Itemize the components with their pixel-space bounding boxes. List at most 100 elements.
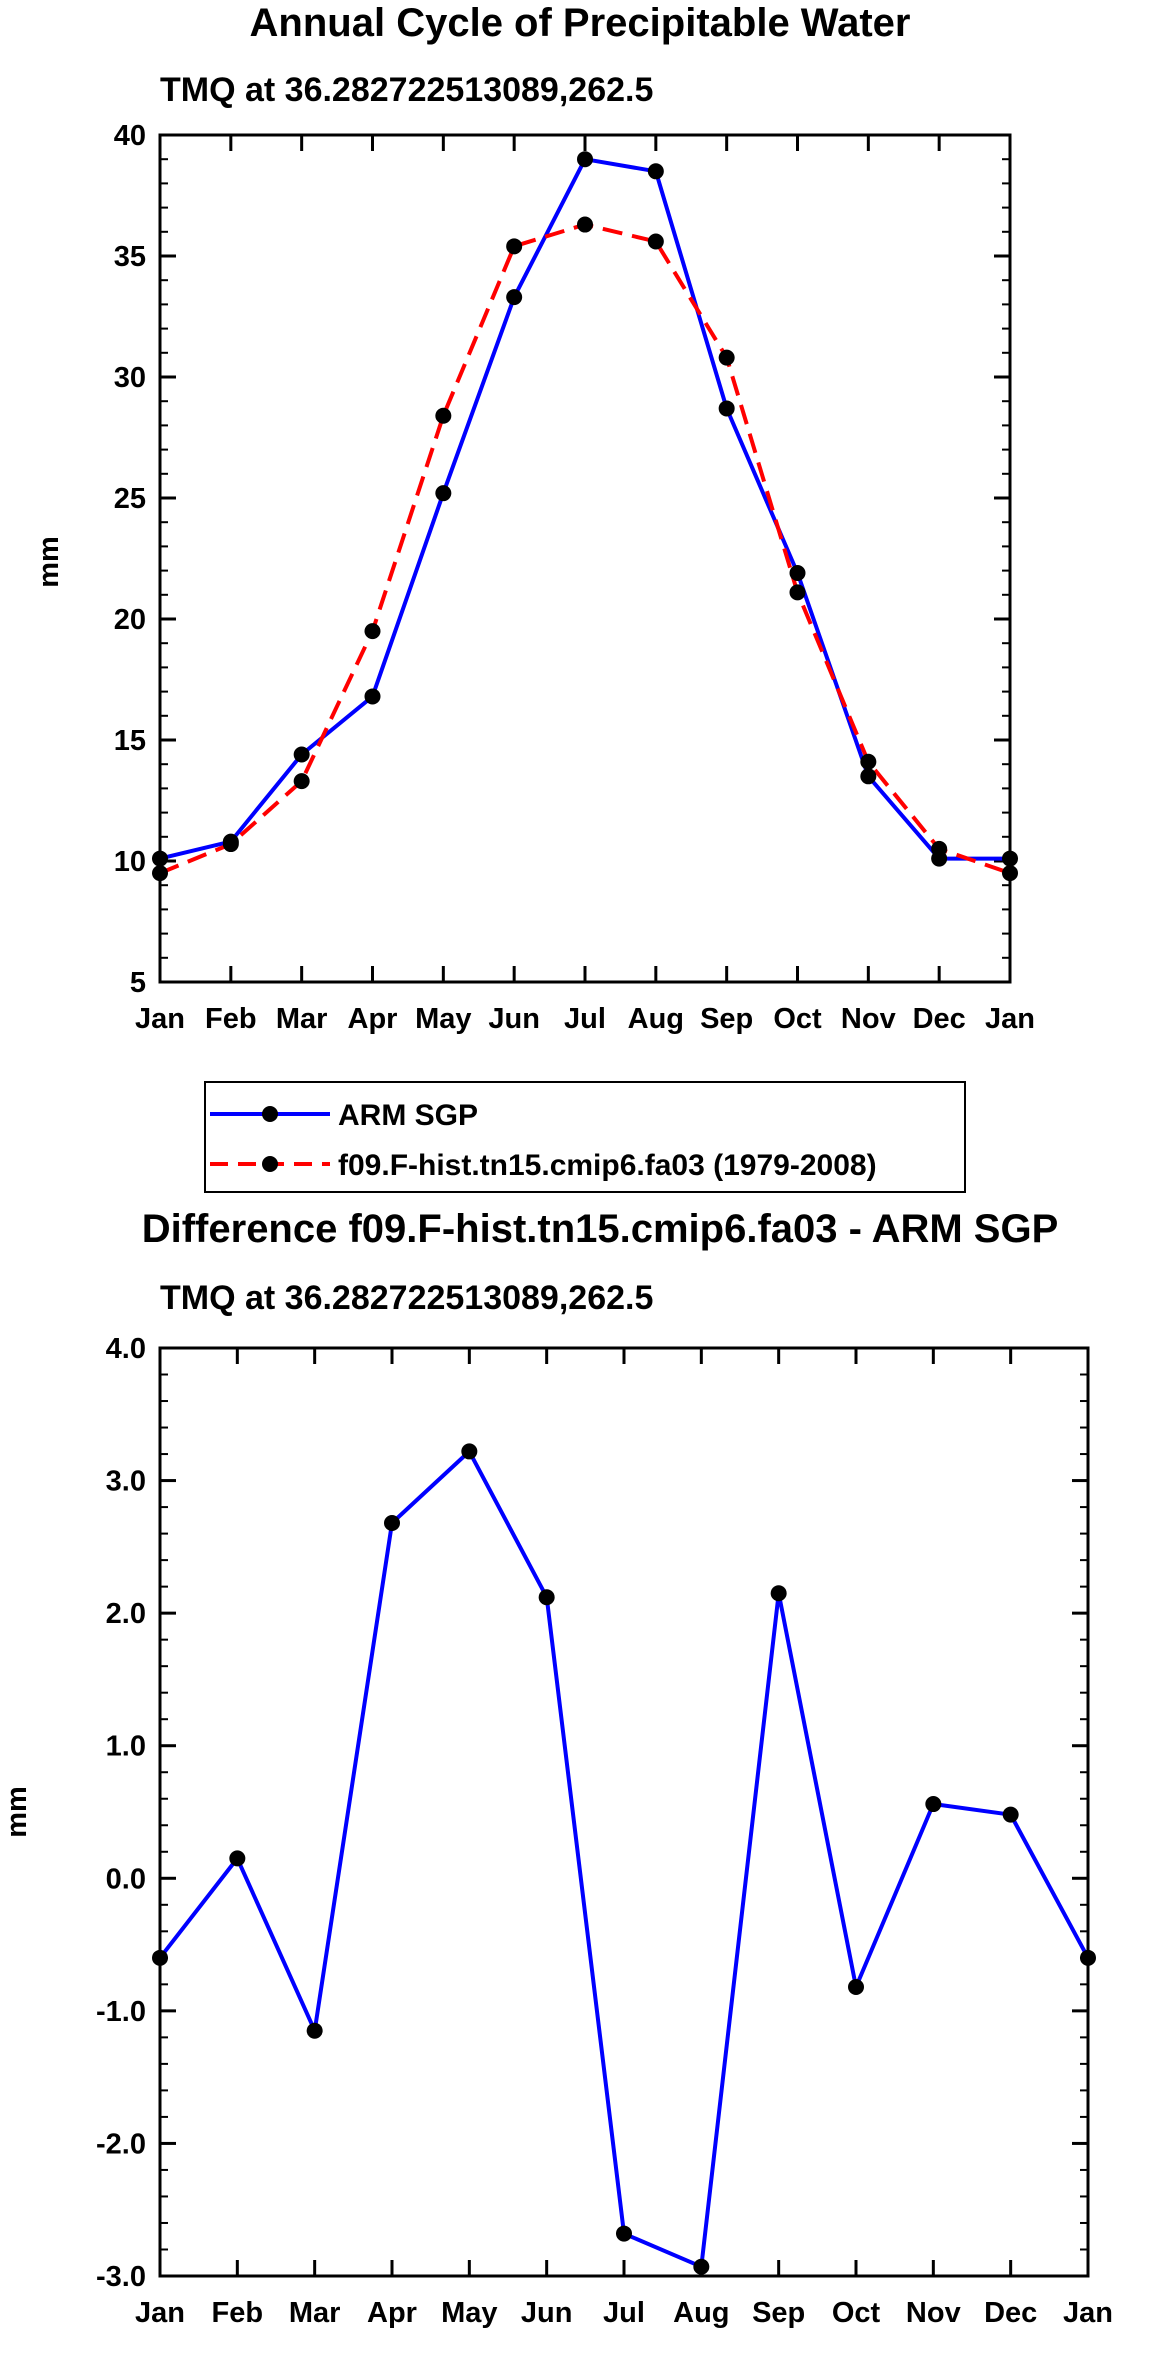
chart1-subtitle: TMQ at 36.282722513089,262.5: [160, 71, 653, 109]
chart1-series-1-point: [931, 840, 948, 857]
chart2-x-tick-label: Aug: [673, 2297, 729, 2329]
chart1-series-1-point: [577, 216, 593, 233]
chart1-series-line-0: [159, 157, 1010, 861]
chart2-x-tick-label: Feb: [212, 2297, 264, 2329]
chart1-series-0-point: [860, 768, 877, 785]
chart2-y-tick-label: 3.0: [106, 1466, 146, 1498]
chart1-x-tick-label: Jan: [985, 1003, 1035, 1035]
chart1-x-tick-label: Oct: [773, 1003, 822, 1035]
chart1-legend: ARM SGP f09.F-hist.tn15.cmip6.fa03 (1979…: [204, 1081, 966, 1193]
legend-label-model: f09.F-hist.tn15.cmip6.fa03 (1979-2008): [338, 1149, 877, 1182]
chart2-x-tick-label: May: [441, 2297, 497, 2329]
chart1-y-axis-label: mm: [33, 536, 65, 588]
chart1-series-0-point: [647, 163, 664, 180]
chart1-series-0-point: [152, 850, 168, 867]
chart1-series-0-point: [789, 565, 806, 582]
annual-cycle-chart: Annual Cycle of Precipitable Water TMQ a…: [33, 1, 1035, 1193]
chart2-series-0-point: [152, 1949, 168, 1966]
chart1-series-0-point: [1002, 850, 1018, 867]
chart1-frame: [158, 133, 1012, 984]
chart2-plot-area: [152, 1443, 1096, 2275]
chart1-series-1-point: [718, 349, 735, 366]
chart2-x-tick-label: Jun: [521, 2297, 573, 2329]
chart1-y-tick-label: 5: [130, 967, 146, 999]
chart1-x-tick-label: Jun: [488, 1003, 540, 1035]
chart1-y-tick-label: 35: [114, 241, 146, 273]
chart1-series-0-point: [718, 400, 735, 417]
chart2-x-tick-label: Oct: [832, 2297, 881, 2329]
chart2-y-tick-label: -1.0: [96, 1996, 146, 2028]
chart2-axes: -3.0 -2.0 -1.0 0.0 1.0 2.0 3.0 4.0 Jan Feb Mar Apr M…: [96, 1333, 1113, 2329]
chart2-series-line-0: [158, 1449, 1090, 2269]
chart1-x-tick-label: Nov: [841, 1003, 896, 1035]
chart1-x-tick-label: May: [415, 1003, 471, 1035]
chart2-y-tick-label: 1.0: [106, 1731, 146, 1763]
chart2-x-tick-label: Jan: [1063, 2297, 1113, 2329]
chart1-x-tick-label: Sep: [700, 1003, 753, 1035]
chart1-series-1-point: [435, 407, 452, 424]
chart1-y-tick-label: 20: [114, 604, 146, 636]
chart2-series-0-point: [770, 1585, 787, 1602]
chart1-series-0-point: [577, 151, 593, 168]
chart1-y-tick-label: 15: [114, 725, 146, 757]
chart2-series-0-point: [229, 1850, 246, 1867]
chart1-series-1-point: [293, 773, 310, 790]
chart1-series-1-point: [647, 233, 664, 250]
chart1-series-0-point: [506, 289, 523, 306]
chart1-x-tick-label: Jul: [564, 1003, 606, 1035]
chart2-series-0-point: [616, 2225, 632, 2242]
chart2-title: Difference f09.F-hist.tn15.cmip6.fa03 - …: [142, 1207, 1059, 1251]
chart2-x-tick-label: Apr: [367, 2297, 417, 2329]
chart1-title: Annual Cycle of Precipitable Water: [250, 1, 911, 45]
chart2-series-0-point: [538, 1589, 555, 1606]
chart1-series-1-point: [152, 865, 168, 882]
legend-label-arm-sgp: ARM SGP: [338, 1099, 478, 1132]
chart2-x-tick-label: Nov: [906, 2297, 961, 2329]
chart2-series-0-point: [693, 2258, 710, 2275]
chart1-x-tick-label: Apr: [348, 1003, 398, 1035]
chart1-plot-area: [152, 151, 1018, 882]
chart2-series-0-point: [384, 1514, 400, 1531]
chart1-series-1-point: [222, 836, 239, 853]
chart1-series-0-point: [364, 688, 381, 705]
legend-marker-model: [262, 1156, 278, 1172]
chart1-x-tick-label: Feb: [205, 1003, 257, 1035]
chart1-axes: 5 10 15 20 25 30 35 40 Jan Feb Mar Apr May Jun Jul Aug S…: [114, 120, 1035, 1035]
chart1-x-tick-label: Mar: [276, 1003, 328, 1035]
chart1-series-0-point: [435, 485, 452, 502]
legend-box: [204, 1081, 966, 1193]
chart1-series-1-point: [1002, 865, 1018, 882]
chart1-series-line-1: [159, 222, 1011, 875]
chart1-y-tick-label: 25: [114, 483, 146, 515]
chart1-y-tick-label: 40: [114, 120, 146, 152]
chart1-series-1-point: [860, 753, 877, 770]
legend-marker-arm-sgp: [262, 1106, 278, 1122]
chart1-y-tick-label: 10: [114, 846, 146, 878]
chart2-frame: [158, 1346, 1090, 2278]
chart1-series-1-point: [789, 584, 806, 601]
chart1-y-tick-label: 30: [114, 362, 146, 394]
chart2-series-0-point: [461, 1443, 478, 1460]
chart1-series-0-point: [293, 746, 310, 763]
chart2-y-tick-label: 0.0: [106, 1863, 146, 1895]
chart1-x-tick-label: Jan: [135, 1003, 185, 1035]
chart2-series-0-point: [1002, 1806, 1019, 1823]
chart2-y-tick-label: 4.0: [106, 1333, 146, 1365]
chart2-series-0-point: [848, 1978, 864, 1995]
chart1-series-1-point: [364, 623, 381, 640]
difference-chart: Difference f09.F-hist.tn15.cmip6.fa03 - …: [1, 1207, 1113, 2329]
chart2-x-tick-label: Mar: [289, 2297, 341, 2329]
chart2-x-tick-label: Jul: [603, 2297, 645, 2329]
chart2-x-tick-label: Sep: [752, 2297, 805, 2329]
chart2-x-tick-label: Dec: [984, 2297, 1037, 2329]
chart2-y-tick-label: -2.0: [96, 2128, 146, 2160]
chart2-y-tick-label: 2.0: [106, 1598, 146, 1630]
chart2-series-0-point: [925, 1796, 942, 1813]
chart1-x-tick-label: Aug: [628, 1003, 684, 1035]
chart2-x-tick-label: Jan: [135, 2297, 185, 2329]
chart1-x-tick-label: Dec: [913, 1003, 966, 1035]
chart2-subtitle: TMQ at 36.282722513089,262.5: [160, 1279, 653, 1317]
chart2-series-0-point: [306, 2022, 323, 2039]
chart2-series-0-point: [1080, 1949, 1096, 1966]
